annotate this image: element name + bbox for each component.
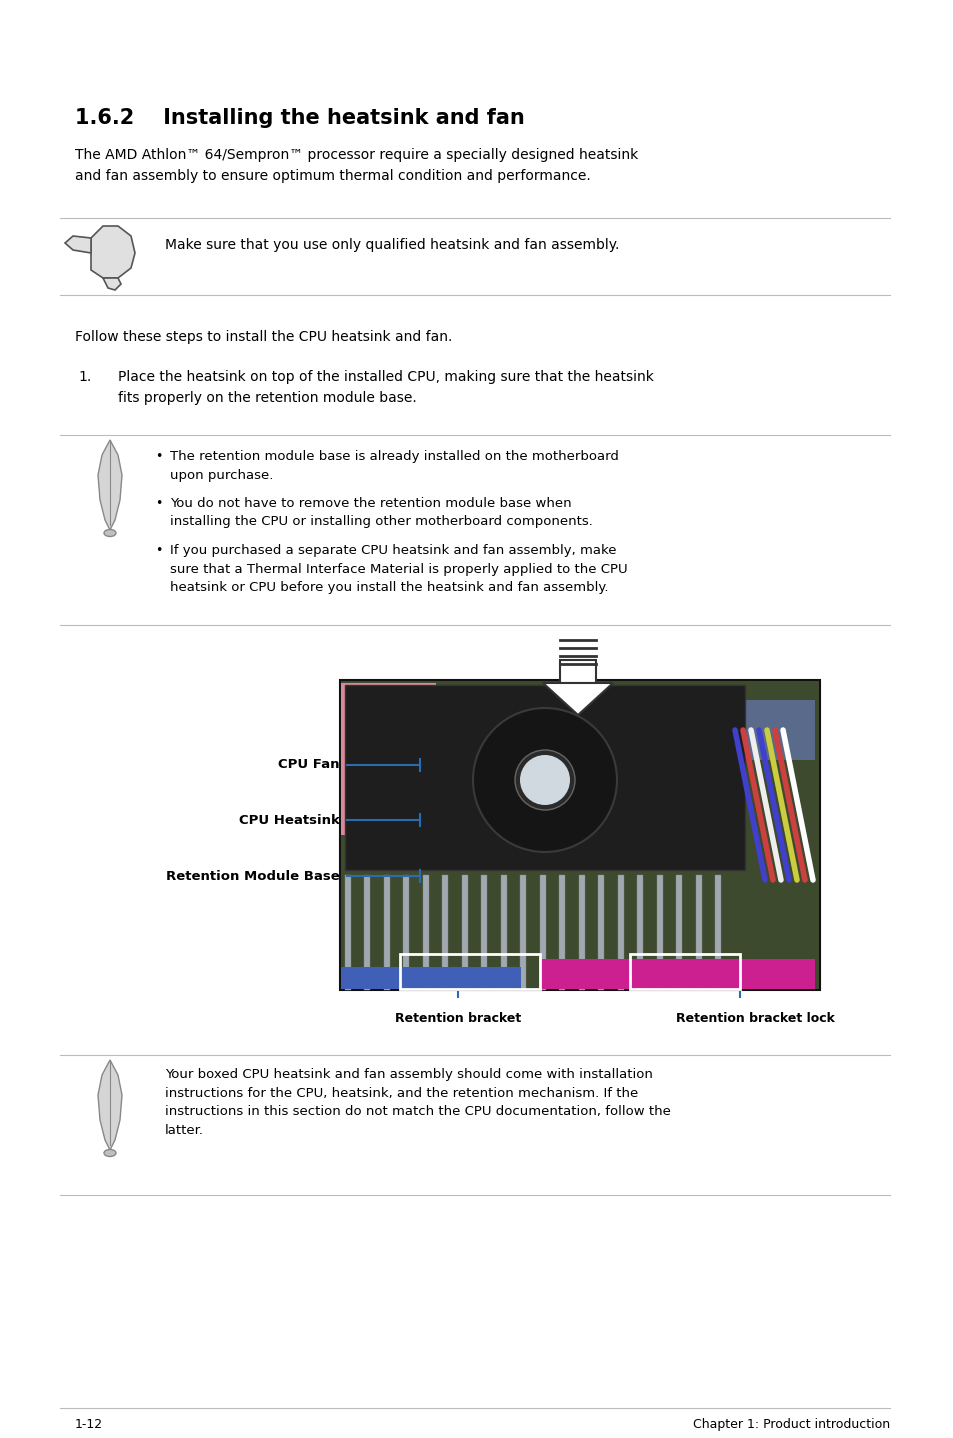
Bar (384, 874, 390, 989)
Text: Chapter 1: Product introduction: Chapter 1: Product introduction (692, 1418, 889, 1431)
Polygon shape (91, 226, 135, 278)
Text: Retention bracket: Retention bracket (395, 1012, 520, 1025)
Bar (399, 953, 539, 989)
Bar (340, 682, 818, 989)
Polygon shape (98, 1060, 122, 1150)
Text: The retention module base is already installed on the motherboard
upon purchase.: The retention module base is already ins… (170, 450, 618, 482)
Bar (578, 874, 584, 989)
Bar (629, 953, 740, 989)
Bar (345, 874, 351, 989)
Bar (480, 874, 486, 989)
Bar (559, 660, 596, 683)
Bar (441, 874, 448, 989)
Text: Place the heatsink on top of the installed CPU, making sure that the heatsink
fi: Place the heatsink on top of the install… (118, 370, 653, 404)
Ellipse shape (104, 529, 116, 536)
Bar (637, 874, 642, 989)
Text: Make sure that you use only qualified heatsink and fan assembly.: Make sure that you use only qualified he… (165, 239, 618, 252)
Bar (558, 874, 564, 989)
Polygon shape (65, 236, 91, 253)
Text: •: • (154, 450, 162, 463)
Text: Your boxed CPU heatsink and fan assembly should come with installation
instructi: Your boxed CPU heatsink and fan assembly… (165, 1068, 670, 1136)
Text: 1.: 1. (78, 370, 91, 384)
Text: •: • (154, 498, 162, 510)
Text: 1-12: 1-12 (75, 1418, 103, 1431)
Bar (714, 874, 720, 989)
Bar (422, 874, 429, 989)
Text: CPU Heatsink: CPU Heatsink (239, 814, 339, 827)
Circle shape (473, 707, 617, 851)
Bar (500, 874, 506, 989)
Bar (340, 683, 436, 835)
Bar (340, 966, 520, 989)
Polygon shape (103, 278, 121, 290)
Bar (696, 874, 701, 989)
Text: Retention bracket lock: Retention bracket lock (675, 1012, 834, 1025)
Text: The AMD Athlon™ 64/Sempron™ processor require a specially designed heatsink
and : The AMD Athlon™ 64/Sempron™ processor re… (75, 148, 638, 183)
Bar (402, 874, 409, 989)
Bar (539, 959, 814, 989)
Text: You do not have to remove the retention module base when
installing the CPU or i: You do not have to remove the retention … (170, 498, 592, 529)
Circle shape (515, 751, 575, 810)
Polygon shape (98, 440, 122, 531)
Polygon shape (542, 683, 613, 715)
Bar (461, 874, 468, 989)
Ellipse shape (104, 1149, 116, 1156)
Bar (657, 874, 662, 989)
Text: Follow these steps to install the CPU heatsink and fan.: Follow these steps to install the CPU he… (75, 329, 452, 344)
Circle shape (519, 755, 569, 805)
Bar (519, 874, 525, 989)
Text: •: • (154, 544, 162, 557)
Text: 1.6.2    Installing the heatsink and fan: 1.6.2 Installing the heatsink and fan (75, 108, 524, 128)
Bar (720, 700, 814, 761)
Bar (676, 874, 681, 989)
Bar (539, 874, 545, 989)
Bar (598, 874, 603, 989)
Bar (339, 680, 820, 989)
Text: CPU Fan: CPU Fan (278, 758, 339, 772)
Text: If you purchased a separate CPU heatsink and fan assembly, make
sure that a Ther: If you purchased a separate CPU heatsink… (170, 544, 627, 594)
Bar (345, 684, 744, 870)
Bar (618, 874, 623, 989)
Bar (364, 874, 370, 989)
Text: Retention Module Base: Retention Module Base (166, 870, 339, 883)
